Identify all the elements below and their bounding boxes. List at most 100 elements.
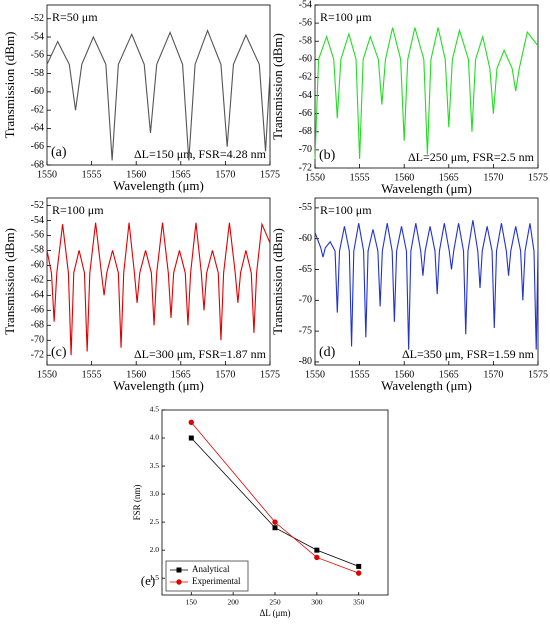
y-tick-label: -58 bbox=[31, 68, 44, 79]
x-tick-label: 200 bbox=[228, 598, 240, 607]
y-tick-label: -64 bbox=[31, 123, 44, 134]
x-tick-label: 1575 bbox=[528, 369, 548, 380]
plot-frame bbox=[314, 197, 539, 366]
x-tick-label: 1550 bbox=[37, 169, 57, 180]
x-tick-label: 1555 bbox=[82, 169, 102, 180]
y-tick-label: -60 bbox=[31, 86, 44, 97]
marker bbox=[314, 554, 320, 561]
y-tick-label: -62 bbox=[299, 72, 312, 83]
y-axis-label: Transmission (dBm) bbox=[2, 228, 17, 335]
annotation: ΔL=300 μm, FSR=1.87 nm bbox=[134, 347, 267, 361]
marker bbox=[272, 519, 278, 525]
x-tick-label: 1565 bbox=[171, 169, 191, 180]
y-tick-label: 4.5 bbox=[150, 405, 160, 414]
y-tick-label: -75 bbox=[299, 325, 312, 336]
legend-marker bbox=[176, 579, 182, 585]
x-tick-label: 1575 bbox=[528, 172, 548, 183]
y-tick-label: -58 bbox=[31, 245, 44, 256]
y-tick-label: 2.5 bbox=[150, 517, 160, 526]
y-axis-label: Transmission (dBm) bbox=[270, 33, 285, 140]
y-tick-label: -56 bbox=[31, 50, 44, 61]
x-tick-label: 1570 bbox=[483, 172, 503, 183]
x-tick-label: 1570 bbox=[215, 169, 235, 180]
spectrum-line bbox=[314, 220, 539, 350]
y-tick-label: -52 bbox=[31, 13, 44, 24]
x-tick-label: 1570 bbox=[215, 369, 235, 380]
spectrum-line bbox=[46, 29, 271, 161]
marker bbox=[356, 570, 362, 576]
y-tick-label: -54 bbox=[31, 215, 44, 226]
y-tick-label: -70 bbox=[299, 295, 312, 306]
y-tick-label: -54 bbox=[31, 31, 44, 42]
plot-frame bbox=[314, 4, 539, 169]
x-axis-label: Wavelength (μm) bbox=[381, 378, 472, 393]
x-tick-label: 1560 bbox=[126, 369, 146, 380]
annotation: R=100 μm bbox=[320, 203, 372, 217]
annotation: R=50 μm bbox=[52, 10, 98, 24]
x-tick-label: 1565 bbox=[439, 369, 459, 380]
y-tick-label: -72 bbox=[299, 162, 312, 173]
marker bbox=[356, 563, 362, 569]
series-line bbox=[190, 422, 359, 574]
marker bbox=[272, 525, 278, 531]
y-tick-label: -60 bbox=[299, 54, 312, 65]
y-tick-label: -68 bbox=[31, 159, 44, 170]
x-tick-label: 1550 bbox=[305, 172, 325, 183]
y-axis-label: FSR (nm) bbox=[132, 485, 142, 521]
y-tick-label: -72 bbox=[31, 350, 44, 361]
y-tick-label: -66 bbox=[31, 305, 44, 316]
y-tick-label: -56 bbox=[31, 230, 44, 241]
x-tick-label: 250 bbox=[269, 598, 281, 607]
y-tick-label: -60 bbox=[31, 260, 44, 271]
y-tick-label: -70 bbox=[299, 144, 312, 155]
annotation: ΔL=150 μm, FSR=4.28 nm bbox=[134, 147, 267, 161]
marker bbox=[314, 547, 320, 553]
x-tick-label: 1575 bbox=[260, 169, 280, 180]
y-tick-label: -68 bbox=[299, 126, 312, 137]
y-tick-label: -66 bbox=[31, 141, 44, 152]
x-axis-label: ΔL (μm) bbox=[259, 608, 290, 618]
y-tick-label: -70 bbox=[31, 335, 44, 346]
y-tick-label: 3.5 bbox=[150, 461, 160, 470]
x-tick-label: 1575 bbox=[260, 369, 280, 380]
y-tick-label: -62 bbox=[31, 104, 44, 115]
x-tick-label: 1560 bbox=[126, 169, 146, 180]
x-tick-label: 1565 bbox=[439, 172, 459, 183]
y-tick-label: -60 bbox=[299, 233, 312, 244]
plot-frame bbox=[46, 4, 271, 166]
y-tick-label: -65 bbox=[299, 264, 312, 275]
x-tick-label: 1555 bbox=[350, 369, 370, 380]
y-tick-label: 4.0 bbox=[150, 433, 160, 442]
panel-label: (c) bbox=[51, 345, 67, 360]
legend-marker bbox=[176, 567, 182, 573]
y-tick-label: -66 bbox=[299, 108, 312, 119]
spectrum-line bbox=[314, 27, 539, 159]
y-axis-label: Transmission (dBm) bbox=[2, 32, 17, 139]
y-tick-label: -56 bbox=[299, 17, 312, 28]
legend-label: Analytical bbox=[192, 564, 230, 574]
x-tick-label: 1550 bbox=[305, 369, 325, 380]
x-tick-label: 1555 bbox=[82, 369, 102, 380]
series-line bbox=[191, 437, 359, 567]
y-tick-label: 3.0 bbox=[150, 489, 160, 498]
x-tick-label: 1570 bbox=[483, 369, 503, 380]
x-tick-label: 300 bbox=[311, 598, 323, 607]
plot-frame bbox=[46, 197, 271, 366]
y-tick-label: -54 bbox=[299, 0, 312, 10]
legend-box bbox=[165, 560, 249, 592]
annotation: ΔL=250 μm, FSR=2.5 nm bbox=[408, 150, 535, 164]
x-axis-label: Wavelength (μm) bbox=[113, 378, 204, 393]
y-tick-label: -64 bbox=[299, 90, 312, 101]
annotation: R=100 μm bbox=[320, 10, 372, 24]
panel-label: (b) bbox=[319, 148, 336, 163]
y-tick-label: -64 bbox=[31, 290, 44, 301]
x-axis-label: Wavelength (μm) bbox=[381, 181, 472, 196]
x-tick-label: 150 bbox=[186, 598, 198, 607]
annotation: R=100 μm bbox=[52, 203, 104, 217]
y-tick-label: 2.0 bbox=[150, 545, 160, 554]
panel-label: (a) bbox=[51, 145, 67, 160]
y-tick-label: -52 bbox=[31, 200, 44, 211]
panel-label: (d) bbox=[319, 345, 336, 360]
marker bbox=[188, 435, 194, 441]
